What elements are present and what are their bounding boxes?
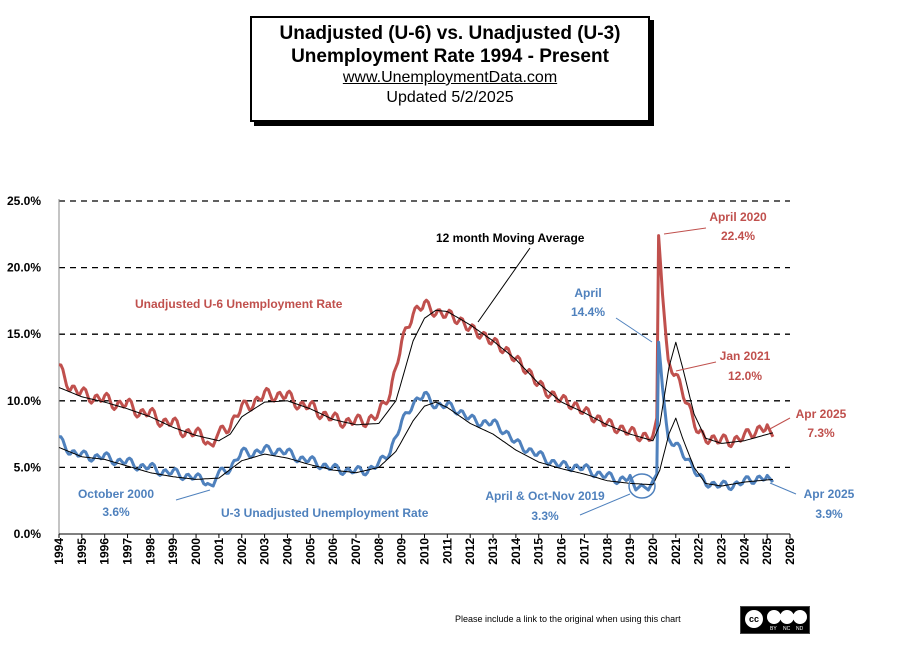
- x-tick-label: 2021: [669, 538, 683, 565]
- u6-apr25-value: 7.3%: [807, 426, 835, 440]
- x-tick-label: 2026: [783, 538, 797, 565]
- u3-peak-arrow: [615, 317, 653, 343]
- u3-peak-value: 14.4%: [571, 305, 605, 319]
- cc-logo-icon: cc: [745, 610, 763, 628]
- y-tick-label: 15.0%: [7, 327, 41, 341]
- x-tick-label: 2018: [600, 538, 614, 565]
- u3-series-line: [59, 340, 775, 492]
- y-tick-label: 10.0%: [7, 394, 41, 408]
- x-tick-label: 1994: [52, 538, 66, 565]
- u6-apr25-arrow: [767, 417, 791, 431]
- source-url-link[interactable]: www.UnemploymentData.com: [342, 69, 558, 86]
- x-tick-label: 2020: [646, 538, 660, 565]
- x-tick-label: 2016: [555, 538, 569, 565]
- u3-oct2000-label: October 2000: [78, 487, 154, 501]
- chart-title-line1: Unadjusted (U-6) vs. Unadjusted (U-3): [279, 23, 621, 44]
- x-tick-label: 2019: [623, 538, 637, 565]
- x-tick-label: 2000: [189, 538, 203, 565]
- chart-title-line2: Unemployment Rate 1994 - Present: [291, 46, 609, 67]
- u3-moving-average-line: [58, 401, 773, 487]
- chart-title-box: Unadjusted (U-6) vs. Unadjusted (U-3) Un…: [250, 16, 650, 122]
- u6-jan21-value: 12.0%: [728, 369, 762, 383]
- creative-commons-icon[interactable]: cc BY NC ND: [740, 606, 810, 634]
- u6-moving-average-line: [58, 309, 774, 444]
- ma-label: 12 month Moving Average: [436, 231, 585, 245]
- u3-series-label: U-3 Unadjusted Unemployment Rate: [221, 506, 429, 520]
- y-tick-label: 20.0%: [7, 261, 41, 275]
- u6-peak-label: April 2020: [709, 210, 767, 224]
- x-tick-label: 2015: [532, 538, 546, 565]
- u3-apr25-arrow: [769, 482, 797, 495]
- x-tick-label: 2001: [212, 538, 226, 565]
- x-tick-label: 1997: [121, 538, 135, 565]
- y-tick-label: 0.0%: [14, 527, 42, 541]
- x-tick-label: 2013: [486, 538, 500, 565]
- u3-low2019-label: April & Oct-Nov 2019: [485, 489, 605, 503]
- u3-apr25-label: Apr 2025: [804, 487, 855, 501]
- x-tick-label: 2025: [760, 538, 774, 565]
- x-tick-label: 2005: [303, 538, 317, 565]
- u3-low2019-arrow: [579, 493, 631, 516]
- x-tick-label: 2008: [372, 538, 386, 565]
- attribution-note: Please include a link to the original wh…: [455, 614, 681, 624]
- u6-apr25-label: Apr 2025: [796, 407, 847, 421]
- u3-low2019-value: 3.3%: [531, 509, 559, 523]
- x-tick-label: 2023: [714, 538, 728, 565]
- u6-peak-value: 22.4%: [721, 229, 755, 243]
- cc-nd-icon: [793, 610, 807, 624]
- cc-nd-label: ND: [796, 626, 804, 632]
- cc-by-label: BY: [770, 626, 777, 632]
- u6-peak-arrow: [663, 227, 707, 235]
- annotations: Unadjusted U-6 Unemployment Rate U-3 Una…: [78, 210, 855, 523]
- u3-oct2000-value: 3.6%: [102, 505, 130, 519]
- series-lines: [58, 234, 775, 492]
- updated-date: Updated 5/2/2025: [386, 89, 514, 106]
- x-tick-label: 2004: [280, 538, 294, 565]
- y-tick-label: 25.0%: [7, 194, 41, 208]
- u3-low2019-circle: [628, 473, 656, 499]
- x-tick-label: 1995: [75, 538, 89, 565]
- x-tick-label: 2009: [395, 538, 409, 565]
- x-tick-label: 1999: [166, 538, 180, 565]
- cc-nc-icon: [780, 610, 794, 624]
- x-tick-label: 2002: [235, 538, 249, 565]
- x-tick-label: 1996: [98, 538, 112, 565]
- axes: 0.0% 5.0% 10.0% 15.0% 20.0% 25.0% 1994 1995 1996…: [7, 194, 797, 565]
- cc-by-icon: [767, 610, 781, 624]
- u3-apr25-value: 3.9%: [815, 507, 843, 521]
- x-tick-label: 1998: [143, 538, 157, 565]
- x-tick-label: 2010: [418, 538, 432, 565]
- u3-oct2000-arrow: [175, 489, 211, 501]
- cc-nc-label: NC: [783, 626, 791, 632]
- u6-series-label: Unadjusted U-6 Unemployment Rate: [135, 297, 343, 311]
- u3-peak-label: April: [574, 286, 601, 300]
- y-tick-label: 5.0%: [14, 460, 42, 474]
- grid-lines: [59, 200, 790, 469]
- u6-jan21-label: Jan 2021: [720, 349, 771, 363]
- u6-series-line: [58, 234, 775, 449]
- x-tick-label: 2012: [463, 538, 477, 565]
- u6-jan21-arrow: [675, 361, 717, 372]
- x-tick-label: 2007: [349, 538, 363, 565]
- ma-arrow: [477, 247, 531, 323]
- x-tick-label: 2024: [737, 538, 751, 565]
- x-tick-label: 2003: [258, 538, 272, 565]
- x-tick-label: 2022: [692, 538, 706, 565]
- x-tick-label: 2011: [440, 538, 454, 564]
- x-tick-label: 2017: [577, 538, 591, 565]
- x-tick-label: 2014: [509, 538, 523, 565]
- x-tick-label: 2006: [326, 538, 340, 565]
